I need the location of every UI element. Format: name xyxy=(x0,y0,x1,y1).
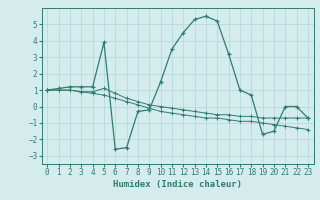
X-axis label: Humidex (Indice chaleur): Humidex (Indice chaleur) xyxy=(113,180,242,189)
